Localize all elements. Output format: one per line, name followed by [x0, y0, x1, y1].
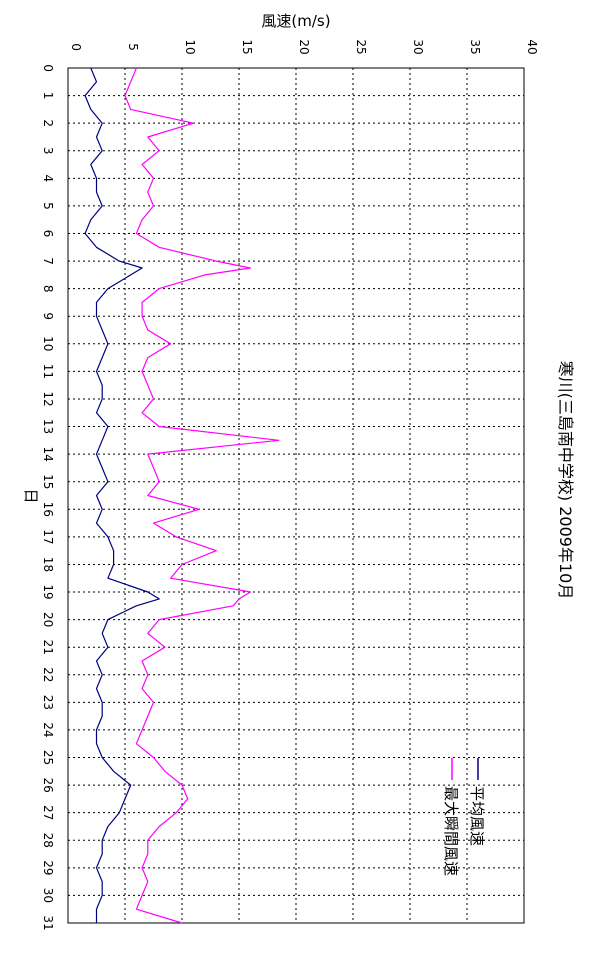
- legend-label: 平均風速: [468, 786, 486, 846]
- day-tick-label: 17: [41, 529, 55, 544]
- series-lines: [84, 67, 280, 924]
- day-tick-label: 31: [41, 915, 55, 930]
- day-tick-label: 20: [41, 612, 55, 627]
- speed-tick-label: 10: [183, 39, 197, 54]
- day-tick-label: 8: [41, 285, 55, 293]
- day-tick-label: 28: [41, 833, 55, 848]
- day-tick-label: 5: [41, 202, 55, 210]
- speed-tick-label: 35: [468, 39, 482, 54]
- speed-tick-label: 25: [354, 39, 368, 54]
- day-tick-label: 9: [41, 312, 55, 320]
- speed-tick-label: 40: [525, 39, 539, 54]
- day-tick-label: 13: [41, 419, 55, 434]
- speed-tick-label: 15: [240, 39, 254, 54]
- plot-area: [67, 67, 525, 924]
- day-tick-label: 11: [41, 364, 55, 379]
- speed-tick-label: 5: [126, 43, 140, 51]
- day-tick-label: 26: [41, 777, 55, 792]
- day-tick-label: 30: [41, 888, 55, 903]
- y-axis-label: 風速(m/s): [261, 12, 330, 30]
- speed-tick-label: 0: [69, 43, 83, 51]
- series-line-0: [84, 67, 160, 923]
- day-tick-label: 6: [41, 230, 55, 238]
- tick-labels: 0 5 10 15 20 25 30 35 40012345678910111213141516…: [41, 39, 539, 930]
- day-tick-label: 16: [41, 502, 55, 517]
- legend-label: 最大瞬間風速: [442, 786, 460, 876]
- day-tick-label: 25: [41, 750, 55, 765]
- day-tick-label: 4: [41, 175, 55, 183]
- day-tick-label: 7: [41, 257, 55, 265]
- day-tick-label: 18: [41, 557, 55, 572]
- chart-title: 寒川(三島南中学校) 2009年10月: [556, 361, 575, 600]
- speed-tick-label: 20: [297, 39, 311, 54]
- grid-lines: [68, 68, 524, 923]
- day-tick-label: 14: [41, 446, 55, 461]
- day-tick-label: 3: [41, 147, 55, 155]
- day-tick-label: 22: [41, 667, 55, 682]
- day-tick-label: 23: [41, 695, 55, 710]
- day-tick-label: 1: [41, 92, 55, 100]
- day-tick-label: 15: [41, 474, 55, 489]
- day-tick-label: 21: [41, 640, 55, 655]
- series-line-1: [124, 67, 280, 924]
- speed-tick-label: 30: [411, 39, 425, 54]
- x-axis-label: 日: [22, 488, 40, 503]
- day-tick-label: 10: [41, 336, 55, 351]
- day-tick-label: 19: [41, 584, 55, 599]
- day-tick-label: 24: [41, 722, 55, 737]
- day-tick-label: 0: [41, 64, 55, 72]
- day-tick-label: 2: [41, 119, 55, 127]
- day-tick-label: 27: [41, 805, 55, 820]
- day-tick-label: 29: [41, 860, 55, 875]
- day-tick-label: 12: [41, 391, 55, 406]
